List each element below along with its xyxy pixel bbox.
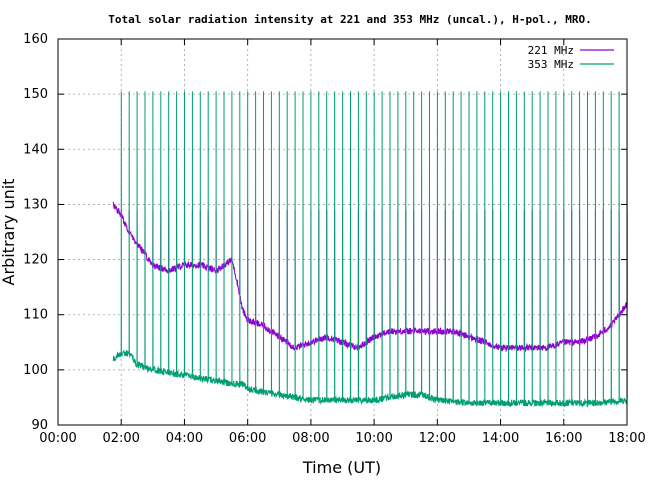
series-line (112, 201, 628, 353)
x-tick-label: 16:00 (545, 431, 582, 446)
series-line (112, 91, 628, 408)
x-axis-ticks: 00:00 02:00 04:00 06:00 08:00 10:00 12:00 14:00… (39, 39, 646, 446)
chart-title: Total solar radiation intensity at 221 a… (108, 13, 591, 26)
plot-frame (57, 38, 628, 426)
x-tick-label: 00:00 (39, 431, 76, 446)
x-tick-label: 02:00 (102, 431, 139, 446)
legend-label: 221 MHz (528, 44, 574, 57)
y-tick-label: 160 (23, 32, 48, 47)
y-tick-label: 100 (23, 363, 48, 378)
y-axis-ticks: 90 100 110 120 130 140 150 160 (23, 32, 627, 433)
y-tick-label: 90 (31, 418, 48, 433)
y-axis-label: Arbitrary unit (0, 179, 18, 286)
x-tick-label: 10:00 (355, 431, 392, 446)
x-tick-label: 08:00 (292, 431, 329, 446)
x-axis-label: Time (UT) (302, 458, 381, 477)
legend-label: 353 MHz (528, 58, 574, 71)
y-tick-label: 150 (23, 87, 48, 102)
y-tick-label: 120 (23, 253, 48, 268)
x-tick-label: 04:00 (166, 431, 203, 446)
x-tick-label: 18:00 (608, 431, 645, 446)
x-tick-label: 12:00 (419, 431, 456, 446)
y-tick-label: 140 (23, 142, 48, 157)
series-layer (112, 91, 628, 408)
x-tick-label: 06:00 (229, 431, 266, 446)
y-tick-label: 130 (23, 197, 48, 212)
y-tick-label: 110 (23, 308, 48, 323)
x-tick-label: 14:00 (482, 431, 519, 446)
